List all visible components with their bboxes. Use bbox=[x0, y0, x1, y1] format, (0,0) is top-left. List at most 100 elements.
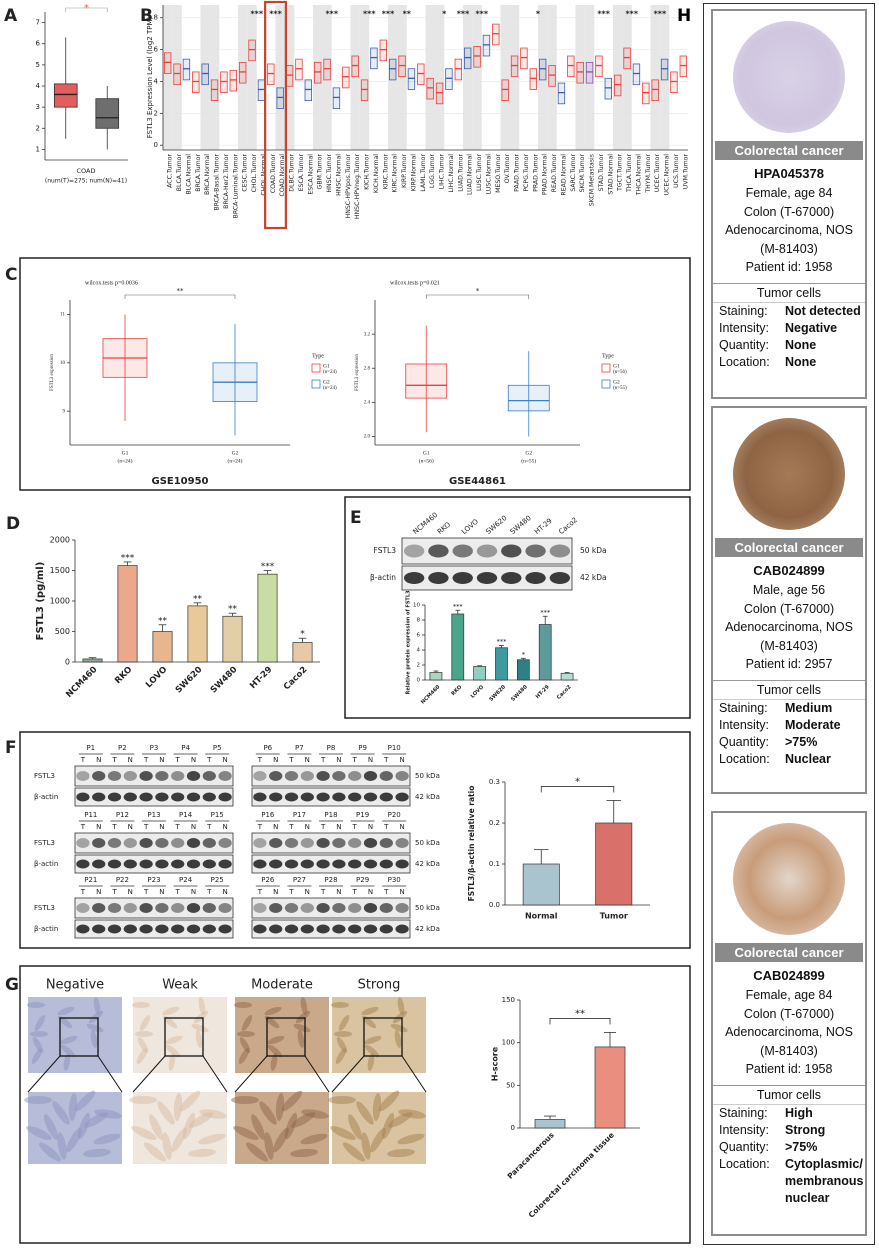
y-tick-label: 1500 bbox=[50, 566, 70, 575]
blot-band bbox=[403, 544, 425, 558]
patient-line: Colon (T-67000) bbox=[743, 601, 835, 616]
error-bar bbox=[88, 657, 97, 659]
x-tick-label: LIHC.Tumor bbox=[439, 154, 446, 190]
tissue-card: Colorectal cancer CAB024899 Male, age 56 Co… bbox=[711, 406, 867, 794]
tissue-texture bbox=[233, 1126, 259, 1140]
patient-line: Patient id: 1958 bbox=[745, 1062, 833, 1076]
tissue-texture bbox=[361, 1015, 377, 1029]
significance: *** bbox=[497, 638, 508, 646]
tissue-texture bbox=[188, 1148, 216, 1158]
x-tick-label: RKO bbox=[450, 684, 463, 697]
box bbox=[53, 83, 78, 108]
y-tick-label: 1 bbox=[36, 145, 40, 153]
tissue-texture bbox=[137, 1037, 149, 1053]
bar bbox=[522, 863, 560, 906]
error-bar bbox=[499, 645, 504, 648]
bar bbox=[82, 658, 103, 663]
box bbox=[651, 79, 659, 102]
y-tick-label: 0.0 bbox=[489, 901, 500, 909]
lane-label: T bbox=[143, 823, 149, 831]
tissue-texture bbox=[273, 1127, 289, 1153]
patient-label: P15 bbox=[211, 811, 224, 819]
tissue-texture bbox=[27, 1002, 45, 1008]
x-tick-label: KICH.Normal bbox=[373, 154, 380, 193]
x-tick-label: HNSC.Normal bbox=[335, 154, 342, 196]
size-label: 50 kDa bbox=[415, 772, 440, 780]
patient-line: Adenocarcinoma, NOS bbox=[725, 223, 853, 237]
band-shade bbox=[359, 5, 370, 150]
patient-line: Adenocarcinoma, NOS bbox=[725, 1025, 853, 1039]
tissue-texture bbox=[173, 1093, 183, 1121]
lane-label: N bbox=[222, 756, 227, 764]
lane-label: N bbox=[305, 756, 310, 764]
blot-band bbox=[218, 838, 232, 848]
tissue-texture bbox=[31, 1048, 43, 1064]
legend-note: (n=55) bbox=[613, 386, 627, 391]
significance: *** bbox=[325, 10, 338, 19]
y-axis-label: FSTL3 expression bbox=[355, 354, 360, 391]
box bbox=[435, 82, 444, 105]
error-bar bbox=[455, 609, 461, 614]
zoom-line bbox=[27, 1055, 61, 1093]
row-value: Nuclear bbox=[785, 751, 831, 766]
blot-band bbox=[76, 792, 90, 802]
band-shade bbox=[163, 5, 173, 150]
y-axis-label: FSTL3 (pg/ml) bbox=[35, 562, 46, 641]
legend-swatch bbox=[311, 379, 321, 389]
error-bar bbox=[263, 570, 272, 575]
grade-label: Strong bbox=[358, 978, 401, 993]
y-tick-label: 50 bbox=[506, 1081, 515, 1089]
x-tick-label: SW480 bbox=[510, 684, 529, 703]
tissue-texture bbox=[342, 1142, 366, 1162]
x-tick-label: Caco2 bbox=[282, 665, 309, 692]
y-tick-label: 3.2 bbox=[364, 332, 371, 337]
blot-band bbox=[107, 859, 122, 869]
blot-band bbox=[300, 924, 314, 934]
x-tick-label: CESC.Tumor bbox=[242, 154, 249, 192]
lane-label: N bbox=[159, 888, 164, 896]
x-tick-note: (n=24) bbox=[227, 457, 242, 464]
blot-band bbox=[269, 924, 283, 934]
legend-swatch bbox=[601, 363, 611, 373]
patient-line: Male, age 56 bbox=[752, 583, 826, 597]
blot-band bbox=[348, 792, 362, 802]
y-tick-label: 4 bbox=[36, 82, 41, 90]
x-tick-label: Tumor bbox=[600, 912, 628, 921]
x-tick-label: ESCA.Normal bbox=[307, 154, 314, 195]
y-axis-label: H-score bbox=[491, 1046, 500, 1081]
lane-label: T bbox=[175, 888, 181, 896]
lane-label: T bbox=[175, 823, 181, 831]
row-key: Location: bbox=[719, 751, 770, 766]
highlight-frame bbox=[264, 0, 287, 230]
blot-band bbox=[332, 838, 346, 848]
band-shade bbox=[434, 5, 445, 150]
blot-band bbox=[123, 924, 137, 934]
blot-band bbox=[379, 771, 393, 781]
antibody-id: CAB024899 bbox=[753, 563, 825, 578]
panel-letter: E bbox=[350, 508, 362, 528]
size-label: 42 kDa bbox=[415, 860, 440, 868]
blot-band bbox=[186, 838, 201, 848]
x-tick-label: BRCA.Tumor bbox=[195, 154, 202, 192]
blot-band bbox=[253, 792, 267, 802]
row-value: Cytoplasmic/ membranous nuclear bbox=[785, 1156, 864, 1205]
tissue-texture bbox=[162, 1132, 172, 1160]
y-tick-label: 2 bbox=[417, 663, 421, 669]
blot-band bbox=[395, 859, 409, 869]
patient-line: (M-81403) bbox=[760, 638, 818, 653]
blot-label: FSTL3 bbox=[374, 546, 397, 555]
patient-label: P30 bbox=[388, 876, 401, 884]
patient-label: P4 bbox=[181, 744, 190, 752]
error-bar bbox=[564, 672, 570, 674]
x-tick-label: PRAD.Normal bbox=[542, 154, 549, 195]
tissue-texture bbox=[57, 1006, 75, 1016]
significance: ** bbox=[193, 594, 203, 604]
bar bbox=[152, 631, 173, 663]
x-tick-label: OV.Tumor bbox=[504, 154, 511, 184]
lane-label: T bbox=[288, 756, 294, 764]
significance: *** bbox=[269, 10, 282, 19]
lane-label: N bbox=[191, 756, 196, 764]
blot-label: FSTL3 bbox=[34, 839, 55, 847]
y-tick-label: 2 bbox=[154, 109, 158, 117]
tissue-texture bbox=[293, 1023, 311, 1033]
